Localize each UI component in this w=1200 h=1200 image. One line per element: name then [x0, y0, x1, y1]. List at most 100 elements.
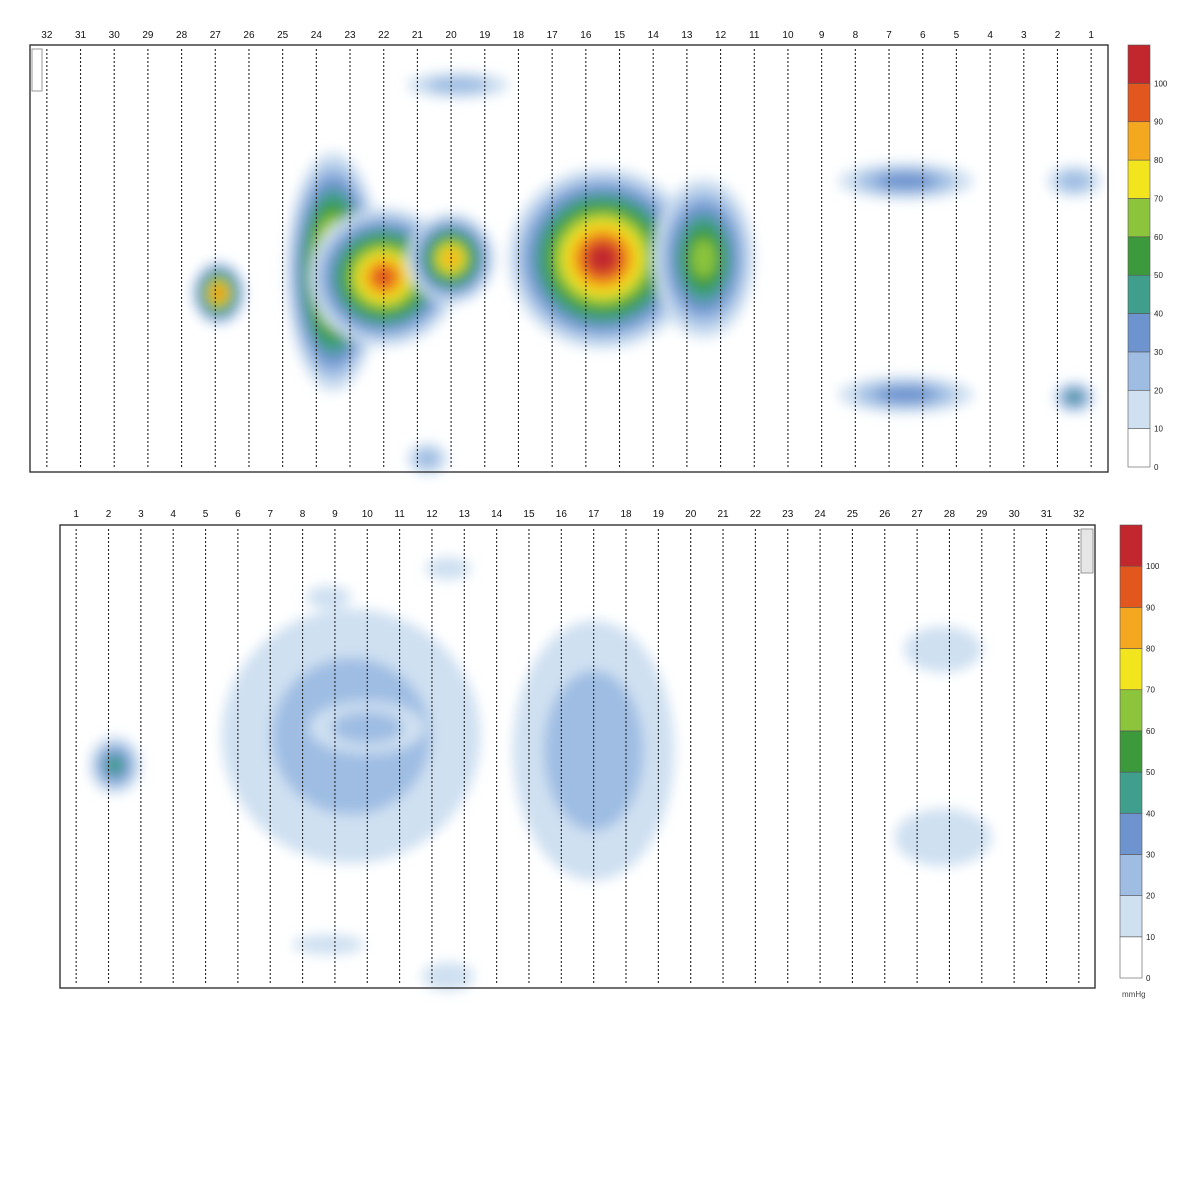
column-label: 10	[362, 509, 374, 520]
colorbar-segment	[1127, 274, 1151, 314]
colorbar-tick-label: 50	[1146, 768, 1155, 777]
colorbar-tick-label: 10	[1146, 933, 1155, 942]
colorbar-tick-label: 60	[1146, 727, 1155, 736]
colorbar-tick-label: 10	[1154, 425, 1163, 434]
column-label: 29	[976, 509, 988, 520]
column-label: 28	[176, 30, 188, 41]
column-label: 26	[243, 30, 255, 41]
column-label: 12	[715, 30, 727, 41]
plot-frame	[59, 524, 1096, 989]
column-label: 18	[620, 509, 632, 520]
column-label: 5	[954, 30, 960, 41]
column-label: 32	[41, 30, 53, 41]
column-label: 23	[344, 30, 356, 41]
pressure-region-upper-thighs	[691, 239, 716, 278]
colorbar-tick-label: 100	[1146, 562, 1160, 571]
column-label: 15	[523, 509, 535, 520]
column-label: 24	[815, 509, 827, 520]
column-label: 22	[378, 30, 390, 41]
pressure-region-toe-upper	[1057, 171, 1091, 191]
colorbar-segment	[1127, 389, 1151, 429]
column-label: 3	[138, 509, 144, 520]
colorbar-tick-label: 80	[1154, 156, 1163, 165]
colorbar-segment	[1127, 44, 1151, 84]
colorbar-segment	[1119, 607, 1143, 649]
colorbar-segment	[1127, 159, 1151, 199]
colorbar-segment	[1127, 428, 1151, 468]
pressure-region-torso-dark	[331, 711, 404, 744]
column-label: 11	[394, 509, 405, 520]
colorbar-segment	[1119, 524, 1143, 567]
column-label: 11	[749, 30, 760, 41]
pressure-region-top-mid	[425, 556, 471, 580]
colorbar-tick-label: 40	[1146, 809, 1155, 818]
column-label: 20	[446, 30, 458, 41]
colorbar-tick-label: 70	[1146, 686, 1155, 695]
pressure-region-left-hand	[214, 287, 224, 299]
colorbar-tick-label: 20	[1154, 386, 1163, 395]
column-label: 5	[203, 509, 209, 520]
plot-frame	[29, 44, 1109, 473]
colorbar-tick-label: 90	[1154, 118, 1163, 127]
colorbar-tick-label: 0	[1154, 463, 1159, 472]
colorbar-segment	[1119, 565, 1143, 608]
colorbar-tick-label: 30	[1154, 348, 1163, 357]
scroll-marker	[1080, 528, 1094, 574]
column-label: 23	[782, 509, 794, 520]
column-label: 30	[1009, 509, 1021, 520]
colorbar-segment	[1119, 689, 1143, 732]
colorbar-segment	[1119, 730, 1143, 773]
column-label: 32	[1073, 509, 1085, 520]
column-label: 18	[513, 30, 525, 41]
column-label: 27	[912, 509, 924, 520]
bottom-pressure-map: 1 2 3 4 5 6 7 8 9 10 11 12 13 14 15 16 17 18 19 20 21 22 23 24 2…	[59, 509, 1160, 999]
colorbar-segment	[1127, 351, 1151, 391]
column-label: 4	[170, 509, 176, 520]
column-label: 9	[332, 509, 338, 520]
colorbar-tick-label: 40	[1154, 310, 1163, 319]
column-label: 2	[1055, 30, 1061, 41]
column-label: 14	[648, 30, 660, 41]
colorbar-segment	[1119, 812, 1143, 855]
column-label: 13	[681, 30, 693, 41]
column-label: 15	[614, 30, 626, 41]
colorbar-segment	[1119, 895, 1143, 938]
top-pressure-map: 32 31 30 29 28 27 26 25 24 23 22 21 20 19 18 17 16 15 14 13…	[29, 30, 1168, 475]
colorbar-segment	[1127, 198, 1151, 238]
colorbar-segment	[1119, 648, 1143, 691]
column-label: 24	[311, 30, 323, 41]
column-label: 28	[944, 509, 956, 520]
column-label: 20	[685, 509, 697, 520]
colorbar-tick-label: 20	[1146, 892, 1155, 901]
pressure-region-bottom-left	[292, 934, 365, 955]
column-label: 21	[412, 30, 424, 41]
column-label: 8	[300, 509, 306, 520]
colorbar-segment	[1127, 236, 1151, 276]
colorbar-tick-label: 50	[1154, 271, 1163, 280]
column-label: 25	[277, 30, 289, 41]
column-label: 25	[847, 509, 859, 520]
colorbar-segment	[1119, 854, 1143, 896]
column-label: 9	[819, 30, 825, 41]
pressure-region-bottom-mid	[422, 961, 474, 991]
column-label: 31	[75, 30, 87, 41]
column-label: 14	[491, 509, 503, 520]
pressure-region-toe-lower	[1067, 391, 1082, 403]
colorbar-segment	[1119, 771, 1143, 814]
colorbar-tick-label: 70	[1154, 194, 1163, 203]
column-label: 1	[1088, 30, 1094, 41]
colorbar-tick-label: 0	[1146, 974, 1151, 983]
pressure-region-top-small	[305, 585, 352, 609]
column-label: 1	[73, 509, 79, 520]
column-label: 3	[1021, 30, 1027, 41]
colorbar-tick-label: 80	[1146, 645, 1155, 654]
column-label: 19	[653, 509, 665, 520]
heat-layer	[191, 71, 1102, 475]
column-label: 17	[547, 30, 559, 41]
colorbar-tick-label: 100	[1154, 79, 1168, 88]
column-label: 16	[556, 509, 568, 520]
colorbar-tick-label: 90	[1146, 603, 1155, 612]
pressure-region-bottom-small	[415, 448, 440, 469]
column-label: 8	[853, 30, 859, 41]
column-label: 21	[717, 509, 729, 520]
